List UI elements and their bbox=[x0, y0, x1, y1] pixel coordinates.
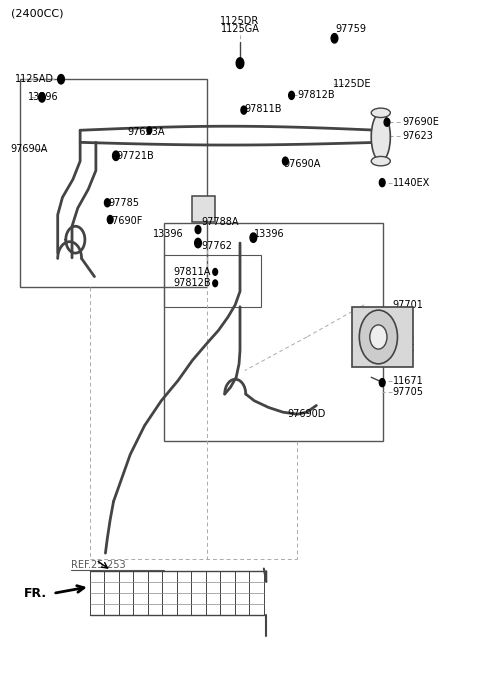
Text: 97690E: 97690E bbox=[402, 117, 439, 127]
Text: 97811B: 97811B bbox=[245, 104, 282, 114]
Text: 97623: 97623 bbox=[402, 131, 433, 141]
Circle shape bbox=[147, 127, 152, 133]
Text: 97705: 97705 bbox=[393, 387, 424, 397]
Text: 97812B: 97812B bbox=[297, 90, 335, 100]
Circle shape bbox=[108, 216, 113, 224]
Circle shape bbox=[195, 226, 201, 234]
Ellipse shape bbox=[371, 156, 390, 166]
Text: 1125DE: 1125DE bbox=[333, 79, 372, 89]
Text: 97721B: 97721B bbox=[116, 151, 154, 161]
Text: 97812B: 97812B bbox=[173, 278, 211, 288]
Text: 97788A: 97788A bbox=[202, 216, 240, 226]
Text: 97690A: 97690A bbox=[10, 144, 48, 154]
Text: 1125GA: 1125GA bbox=[221, 24, 259, 34]
Circle shape bbox=[58, 75, 64, 84]
Text: 1125DR: 1125DR bbox=[220, 16, 260, 26]
Bar bbox=[164, 255, 262, 307]
Text: 97759: 97759 bbox=[336, 24, 366, 34]
Text: 97690D: 97690D bbox=[288, 409, 326, 419]
Text: (2400CC): (2400CC) bbox=[11, 8, 63, 18]
Circle shape bbox=[331, 34, 338, 43]
Bar bbox=[192, 196, 215, 222]
Circle shape bbox=[282, 157, 288, 165]
Text: 1140EX: 1140EX bbox=[393, 178, 430, 187]
Text: REF.25-253: REF.25-253 bbox=[71, 560, 125, 570]
Circle shape bbox=[370, 325, 387, 349]
Ellipse shape bbox=[371, 108, 390, 117]
Circle shape bbox=[250, 233, 257, 243]
Text: 97701: 97701 bbox=[393, 300, 423, 310]
Circle shape bbox=[236, 58, 244, 69]
Text: 13396: 13396 bbox=[28, 92, 58, 102]
Text: 13396: 13396 bbox=[153, 229, 184, 239]
Text: 97623A: 97623A bbox=[128, 127, 165, 137]
Circle shape bbox=[105, 199, 110, 207]
Circle shape bbox=[213, 268, 217, 275]
Text: 97690A: 97690A bbox=[283, 159, 320, 168]
Circle shape bbox=[379, 179, 385, 187]
Circle shape bbox=[241, 106, 247, 114]
Circle shape bbox=[113, 151, 119, 160]
Text: 97785: 97785 bbox=[109, 197, 140, 208]
Circle shape bbox=[288, 92, 294, 99]
Circle shape bbox=[38, 93, 45, 102]
Circle shape bbox=[195, 239, 201, 248]
Ellipse shape bbox=[371, 113, 390, 161]
Circle shape bbox=[360, 310, 397, 364]
Bar bbox=[352, 307, 413, 367]
Text: 13396: 13396 bbox=[254, 229, 285, 239]
Text: 97690F: 97690F bbox=[107, 216, 143, 226]
Text: 97811A: 97811A bbox=[173, 267, 211, 277]
Circle shape bbox=[213, 280, 217, 286]
Bar bbox=[20, 79, 206, 286]
Text: 11671: 11671 bbox=[393, 375, 423, 386]
Text: 97762: 97762 bbox=[202, 241, 233, 251]
Text: 1125AD: 1125AD bbox=[15, 74, 54, 84]
Bar bbox=[164, 223, 383, 441]
Circle shape bbox=[379, 379, 385, 387]
Circle shape bbox=[384, 118, 390, 126]
Text: FR.: FR. bbox=[24, 587, 47, 600]
